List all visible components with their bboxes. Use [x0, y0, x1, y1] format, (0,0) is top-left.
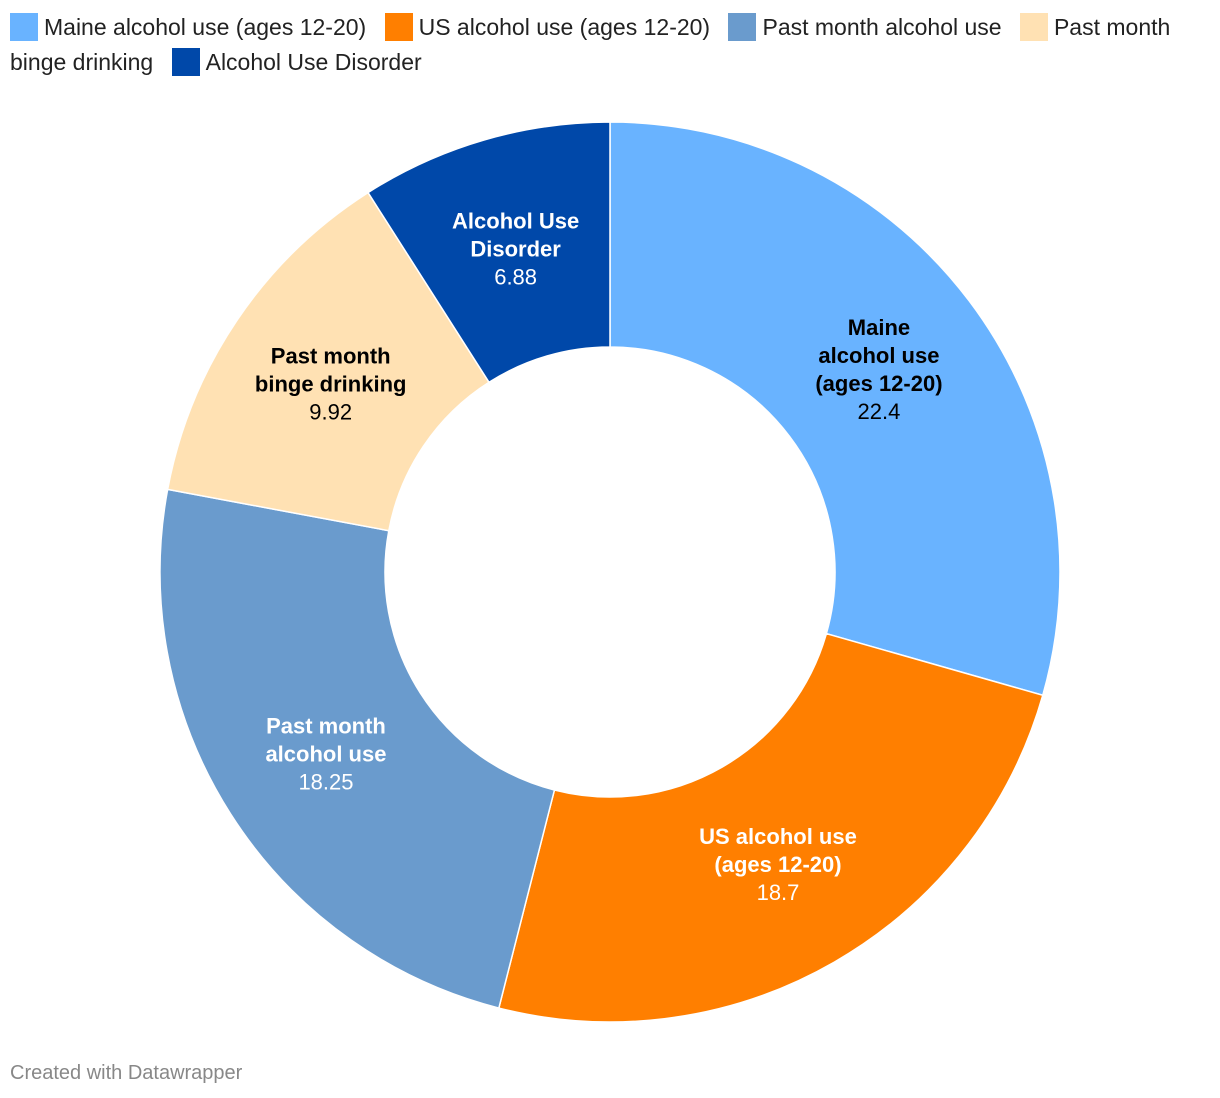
pie-slice: [159, 488, 556, 1009]
legend-label: Past month binge drinking: [10, 14, 1171, 75]
pie-slice: [497, 632, 1044, 1023]
pie-slice: [609, 121, 1061, 697]
legend-swatch: [10, 13, 38, 41]
chart-slice-labels: Maine alcohol use (ages 12-20) 22.4 US alcoh…: [255, 208, 943, 905]
slice-label-value: 6.88: [494, 264, 537, 289]
legend-item: Past month alcohol use: [728, 13, 1002, 41]
chart-slices: [159, 121, 1061, 1023]
slice-label-name: alcohol use: [818, 343, 939, 368]
slice-label: Past month binge drinking 9.92: [255, 343, 407, 424]
slice-label-value: 9.92: [309, 399, 352, 424]
slice-label-name: binge drinking: [255, 371, 407, 396]
slice-label-name: Past month: [271, 343, 391, 368]
legend-item: US alcohol use (ages 12-20): [384, 13, 711, 41]
legend-item: Maine alcohol use (ages 12-20): [10, 13, 367, 41]
slice-label: Past month alcohol use 18.25: [265, 713, 386, 794]
slice-label-name: alcohol use: [265, 741, 386, 766]
slice-label-name: Past month: [266, 713, 386, 738]
legend-label: Past month alcohol use: [762, 14, 1002, 40]
footer-credit: Created with Datawrapper: [10, 1062, 243, 1084]
slice-label-name: Alcohol Use: [452, 208, 579, 233]
slice-label-value: 18.7: [757, 880, 800, 905]
legend-item: Past month binge drinking: [10, 13, 1171, 75]
slice-label-value: 22.4: [858, 399, 901, 424]
legend-label: US alcohol use (ages 12-20): [418, 14, 711, 40]
slice-label-name: Maine: [848, 315, 910, 340]
slice-label-name: (ages 12-20): [714, 852, 841, 877]
legend-swatch: [384, 13, 413, 41]
chart-legend: Maine alcohol use (ages 12-20) US alcoho…: [10, 10, 1205, 80]
legend-swatch: [171, 48, 200, 76]
slice-label-name: Disorder: [470, 236, 561, 261]
legend-label: Maine alcohol use (ages 12-20): [44, 14, 367, 40]
slice-label: Maine alcohol use (ages 12-20) 22.4: [815, 315, 942, 424]
donut-chart: Maine alcohol use (ages 12-20) 22.4 US alcoh…: [159, 121, 1061, 1023]
slice-label-name: (ages 12-20): [815, 371, 942, 396]
legend-item: Alcohol Use Disorder: [171, 48, 422, 76]
legend-swatch: [728, 13, 757, 41]
legend-swatch: [1019, 13, 1048, 41]
slice-label: Alcohol Use Disorder 6.88: [452, 208, 579, 289]
slice-label: US alcohol use (ages 12-20) 18.7: [699, 824, 857, 905]
legend-label: Alcohol Use Disorder: [205, 49, 422, 75]
slice-label-value: 18.25: [298, 769, 353, 794]
pie-slice: [166, 191, 491, 532]
slice-label-name: US alcohol use: [699, 824, 857, 849]
pie-slice: [367, 121, 611, 384]
